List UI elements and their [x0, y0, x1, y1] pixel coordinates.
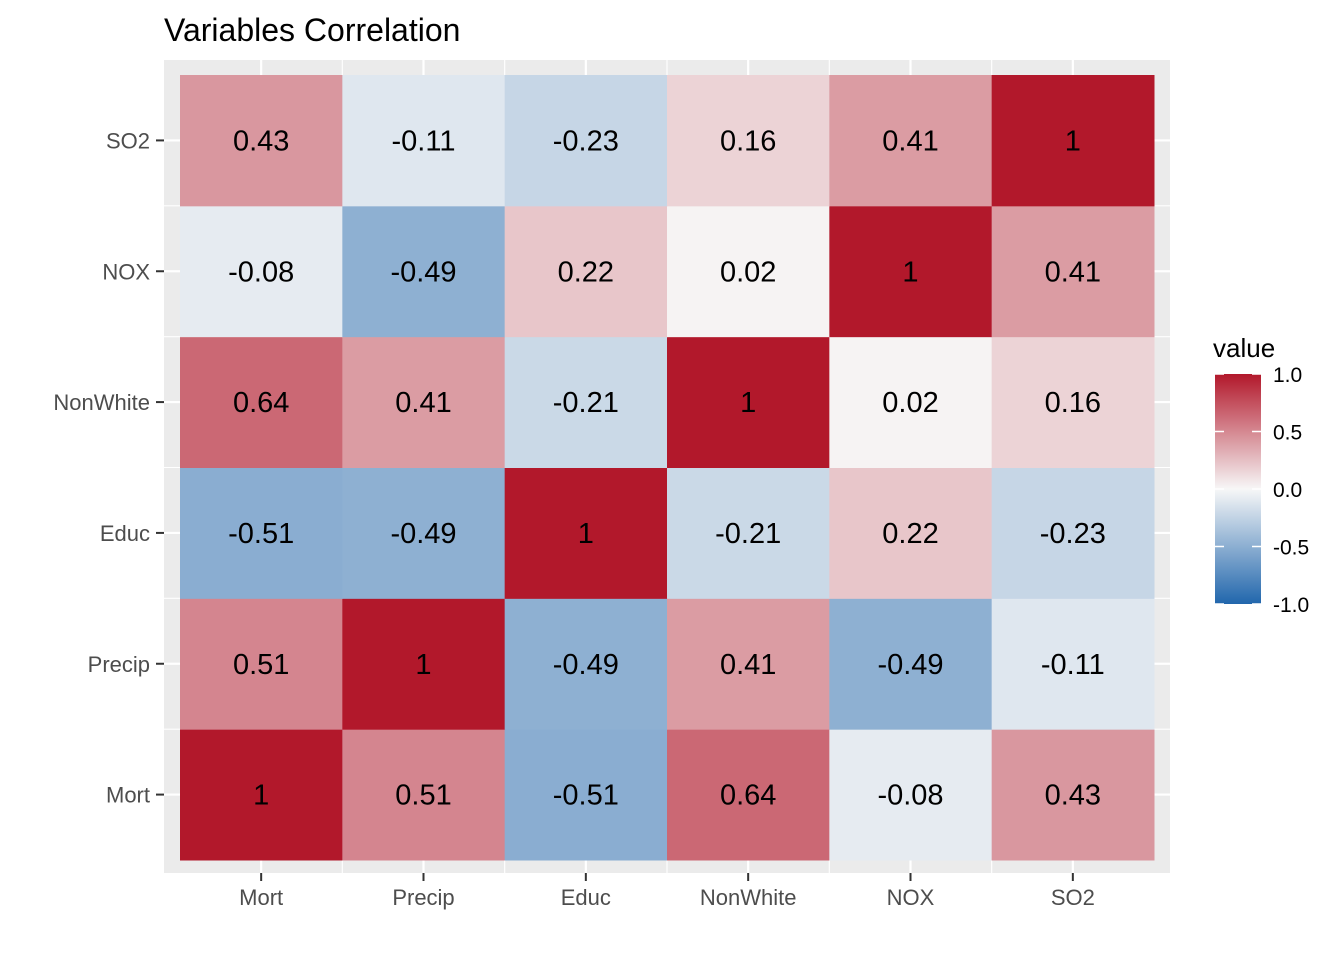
- legend-tick-label: -0.5: [1273, 537, 1309, 560]
- cell-labels: 1 0.51 -0.51 0.64 -0.08 0.43 0.51 1 -0.49 0.41 -0.…: [228, 125, 1106, 811]
- chart-title: Variables Correlation: [164, 12, 460, 48]
- heatmap-cell-Mort-NonWhite: [180, 336, 343, 468]
- x-tick-label: Precip: [392, 885, 454, 910]
- cell-label: -0.23: [553, 125, 619, 157]
- y-tick-label: SO2: [106, 128, 150, 153]
- cell-label: 0.02: [882, 387, 938, 419]
- cell-label: 0.16: [720, 125, 776, 157]
- cell-label: 0.16: [1045, 387, 1101, 419]
- cell-label: -0.49: [553, 649, 619, 681]
- heatmap-cells: [180, 75, 1155, 861]
- x-tick-label: NonWhite: [700, 885, 797, 910]
- cell-label: 1: [1065, 125, 1081, 157]
- heatmap-cell-NonWhite-NonWhite: [667, 336, 830, 468]
- cell-label: 0.64: [233, 387, 289, 419]
- heatmap-cell-NonWhite-NOX: [667, 205, 830, 338]
- cell-label: -0.08: [877, 780, 943, 812]
- heatmap-cell-Educ-Educ: [504, 467, 668, 599]
- heatmap-cell-NonWhite-Mort: [667, 729, 830, 861]
- heatmap-cell-Educ-SO2: [504, 75, 668, 207]
- cell-label: -0.08: [228, 256, 294, 288]
- cell-label: 0.02: [720, 256, 776, 288]
- cell-label: 0.41: [1045, 256, 1101, 288]
- cell-label: -0.21: [553, 387, 619, 419]
- y-tick-label: NOX: [102, 259, 150, 284]
- y-tick-label: Precip: [88, 652, 150, 677]
- cell-label: -0.11: [1041, 649, 1105, 681]
- cell-label: 0.22: [558, 256, 614, 288]
- cell-label: 0.41: [882, 125, 938, 157]
- cell-label: 0.64: [720, 780, 776, 812]
- heatmap-cell-Mort-Mort: [180, 729, 343, 861]
- x-tick-label: Educ: [561, 885, 611, 910]
- cell-label: 0.41: [720, 649, 776, 681]
- cell-label: -0.49: [390, 256, 456, 288]
- legend: value 1.0 0.5 0.0 -0.5 -1.0: [1213, 333, 1309, 617]
- cell-label: 0.43: [1045, 780, 1101, 812]
- x-tick-label: NOX: [887, 885, 935, 910]
- legend-ticks: 1.0 0.5 0.0 -0.5 -1.0: [1215, 364, 1309, 617]
- legend-tick-label: 1.0: [1273, 364, 1302, 387]
- cell-label: 0.22: [882, 518, 938, 550]
- cell-label: -0.21: [715, 518, 781, 550]
- heatmap-cell-NOX-NOX: [829, 205, 993, 338]
- heatmap-cell-Precip-NOX: [342, 205, 506, 338]
- cell-label: 1: [415, 649, 431, 681]
- heatmap-cell-NOX-Educ: [829, 467, 993, 599]
- heatmap-cell-Mort-SO2: [180, 75, 343, 207]
- heatmap-cell-Precip-SO2: [342, 75, 506, 207]
- legend-tick-label: 0.5: [1273, 422, 1302, 445]
- x-tick-label: Mort: [239, 885, 283, 910]
- heatmap-cell-NonWhite-SO2: [667, 75, 830, 207]
- cell-label: 0.51: [233, 649, 289, 681]
- cell-label: -0.51: [553, 780, 619, 812]
- x-tick-label: SO2: [1051, 885, 1095, 910]
- heatmap-cell-Mort-Educ: [180, 467, 343, 599]
- heatmap-cell-NOX-NonWhite: [829, 336, 993, 468]
- cell-label: 1: [253, 780, 269, 812]
- heatmap-cell-NonWhite-Educ: [667, 467, 830, 599]
- cell-label: 1: [902, 256, 918, 288]
- heatmap-cell-NOX-SO2: [829, 75, 993, 207]
- heatmap-cell-Educ-NOX: [504, 205, 668, 338]
- heatmap-cell-Educ-Mort: [504, 729, 668, 861]
- cell-label: 1: [740, 387, 756, 419]
- heatmap-cell-Precip-Precip: [342, 598, 506, 730]
- cell-label: -0.51: [228, 518, 294, 550]
- heatmap-cell-Mort-NOX: [180, 205, 343, 338]
- heatmap-cell-SO2-Mort: [991, 729, 1155, 861]
- heatmap-cell-SO2-NOX: [991, 205, 1155, 338]
- heatmap-cell-Precip-NonWhite: [342, 336, 506, 468]
- legend-tick-label: 0.0: [1273, 479, 1302, 502]
- x-axis: Mort Precip Educ NonWhite NOX SO2: [239, 873, 1095, 910]
- heatmap-cell-SO2-SO2: [991, 75, 1155, 207]
- heatmap-cell-SO2-NonWhite: [991, 336, 1155, 468]
- cell-label: 1: [578, 518, 594, 550]
- cell-label: -0.49: [390, 518, 456, 550]
- y-tick-label: Mort: [106, 783, 150, 808]
- heatmap-cell-SO2-Educ: [991, 467, 1155, 599]
- heatmap-cell-Educ-NonWhite: [504, 336, 668, 468]
- heatmap-cell-SO2-Precip: [991, 598, 1155, 730]
- heatmap-cell-NonWhite-Precip: [667, 598, 830, 730]
- heatmap-cell-Educ-Precip: [504, 598, 668, 730]
- heatmap-cell-NOX-Mort: [829, 729, 993, 861]
- cell-label: -0.23: [1040, 518, 1106, 550]
- cell-label: 0.41: [395, 387, 451, 419]
- heatmap-cell-Precip-Mort: [342, 729, 506, 861]
- y-axis: Mort Precip Educ NonWhite NOX SO2: [53, 128, 164, 808]
- legend-title: value: [1213, 333, 1275, 363]
- y-tick-label: Educ: [100, 521, 150, 546]
- cell-label: 0.43: [233, 125, 289, 157]
- heatmap-cell-Precip-Educ: [342, 467, 506, 599]
- y-tick-label: NonWhite: [53, 390, 150, 415]
- cell-label: 0.51: [395, 780, 451, 812]
- heatmap-cell-NOX-Precip: [829, 598, 993, 730]
- cell-label: -0.49: [877, 649, 943, 681]
- legend-tick-label: -1.0: [1273, 594, 1309, 617]
- heatmap-cell-Mort-Precip: [180, 598, 343, 730]
- cell-label: -0.11: [392, 125, 456, 157]
